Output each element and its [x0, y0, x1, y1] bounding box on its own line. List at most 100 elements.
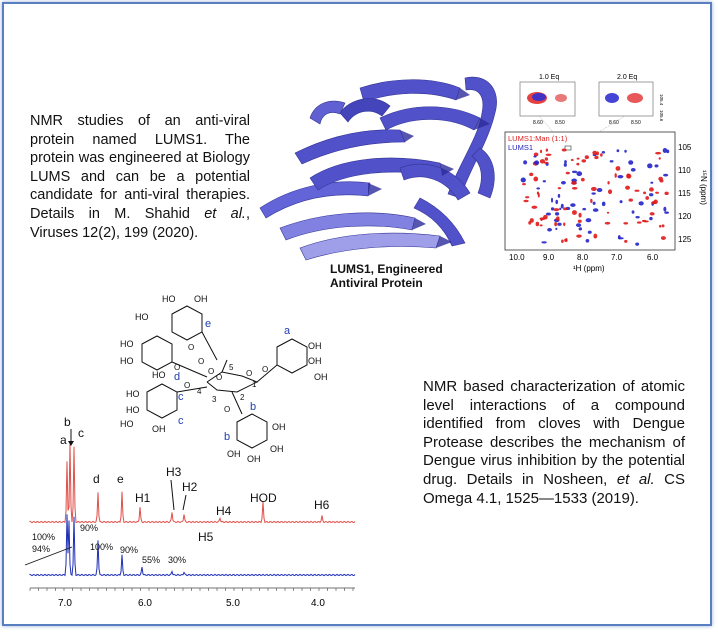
- hsqc-peak: [647, 163, 653, 169]
- peak-label: HOD: [250, 491, 277, 505]
- hsqc-peak: [625, 185, 630, 190]
- hsqc-peak: [630, 167, 636, 172]
- hsqc-peak: [658, 224, 662, 228]
- spectrum-x-tick: 4.0: [311, 598, 325, 609]
- hsqc-peak: [577, 219, 582, 223]
- hsqc-peak: [643, 191, 647, 195]
- hsqc-peak: [635, 216, 640, 219]
- hsqc-peak: [557, 222, 562, 226]
- hsqc-peak: [660, 236, 666, 241]
- hsqc-peak: [564, 238, 567, 242]
- spectrum-top-trace: [29, 441, 356, 524]
- hsqc-inset-left: 1.0 Eq 8.60 8.50: [519, 74, 576, 126]
- hsqc-peak: [541, 241, 547, 244]
- hsqc-y-axis: 105 110 115 120 125 ¹⁵N (ppm): [678, 143, 708, 244]
- hsqc-peak: [587, 230, 592, 234]
- inset-y-tick-0: 105.4: [659, 94, 664, 106]
- hsqc-peak: [617, 175, 624, 179]
- struct-label: OH: [194, 294, 208, 304]
- hsqc-peak: [636, 221, 642, 224]
- conclusion-et-al: et al.: [616, 470, 655, 488]
- hsqc-peak: [544, 157, 549, 161]
- hsqc-peak: [570, 158, 574, 162]
- struct-label: O: [216, 373, 222, 382]
- percent-label: 90%: [120, 545, 138, 555]
- peak-label: e: [117, 472, 124, 486]
- inset-left-label: 1.0 Eq: [539, 74, 559, 81]
- struct-label: HO: [120, 356, 134, 366]
- pointer-94: [24, 546, 73, 566]
- hsqc-peak: [525, 196, 530, 199]
- compound-structure: HO HO OH e HO HO d HO HO OH a OH OH HO c…: [120, 294, 328, 464]
- struct-label: O: [198, 357, 204, 366]
- hsqc-peak: [655, 151, 662, 155]
- hsqc-peak: [615, 166, 621, 171]
- hsqc-peak: [563, 162, 567, 167]
- struct-label: 3: [212, 395, 217, 404]
- percent-label: 90%: [80, 523, 98, 533]
- hsqc-peak: [592, 201, 596, 205]
- hsqc-y-tick: 105: [678, 143, 692, 152]
- hsqc-peak: [592, 208, 599, 212]
- hsqc-peak: [649, 212, 655, 216]
- hsqc-peak: [571, 187, 578, 190]
- peak-labels: a b c d e H1 H3 H2 H4 HOD H6 H5: [60, 415, 330, 544]
- hsqc-peak: [545, 148, 549, 152]
- hsqc-legend-blue: LUMS1: [508, 143, 533, 152]
- hsqc-peak: [624, 239, 628, 243]
- hsqc-peak: [563, 222, 566, 226]
- struct-label: OH: [152, 424, 166, 434]
- inset-right-tick-1: 8.50: [631, 120, 641, 126]
- hsqc-x-tick: 10.0: [509, 253, 525, 262]
- peak-label: d: [93, 472, 100, 486]
- spectrum-traces: [29, 441, 356, 577]
- percent-label: 100%: [32, 532, 55, 542]
- hsqc-peak: [554, 222, 558, 227]
- intro-et-al: et al.: [204, 205, 246, 222]
- hsqc-peak: [559, 207, 562, 211]
- struct-label: OH: [272, 422, 286, 432]
- struct-label-b: b: [250, 401, 256, 413]
- hsqc-peak: [606, 211, 610, 214]
- hsqc-peak: [554, 212, 560, 216]
- struct-label: O: [246, 369, 252, 378]
- hsqc-peak: [545, 212, 552, 216]
- hsqc-peak: [545, 153, 552, 156]
- hsqc-peak: [638, 201, 644, 206]
- spectrum-x-tick: 5.0: [226, 598, 240, 609]
- hsqc-peak: [601, 150, 606, 154]
- struct-label: O: [224, 405, 230, 414]
- hsqc-peak: [539, 159, 546, 164]
- struct-label-c2: c: [178, 415, 184, 427]
- hsqc-peak: [609, 160, 614, 163]
- peak-label: c: [78, 426, 84, 440]
- hsqc-peak: [570, 203, 576, 207]
- inset-left-tick-0: 8.60: [533, 120, 543, 126]
- protein-caption-line2: Antiviral Protein: [330, 276, 423, 290]
- hsqc-peak: [624, 149, 627, 153]
- struct-label-b2: b: [224, 431, 230, 443]
- hsqc-peak: [626, 173, 631, 179]
- hsqc-peak: [550, 207, 555, 211]
- hsqc-peak: [557, 193, 561, 198]
- struct-label: HO: [120, 339, 134, 349]
- hsqc-x-tick: 6.0: [647, 253, 659, 262]
- peak-label: H4: [216, 504, 232, 518]
- conclusion-text-b: CS Omega 4.1, 1525—1533 (2019).: [423, 470, 685, 507]
- hsqc-plot-area: [504, 131, 676, 251]
- hsqc-peak: [561, 239, 564, 243]
- struct-label: HO: [135, 312, 149, 322]
- hsqc-y-tick: 125: [678, 235, 692, 244]
- hsqc-peak: [641, 219, 647, 223]
- arrow-h3: [170, 479, 175, 511]
- percent-label: 55%: [142, 555, 160, 565]
- hsqc-peak: [635, 242, 640, 246]
- peak-label: H1: [135, 491, 151, 505]
- hsqc-y-tick: 115: [678, 189, 691, 198]
- hsqc-x-axis: 10.0 9.0 8.0 7.0 6.0 ¹H (ppm): [509, 253, 659, 273]
- hsqc-peak: [648, 193, 654, 197]
- hsqc-peak: [578, 212, 582, 218]
- hsqc-peak: [576, 162, 580, 166]
- hsqc-legend-red: LUMS1:Man (1:1): [508, 134, 568, 143]
- hsqc-peak: [576, 223, 582, 227]
